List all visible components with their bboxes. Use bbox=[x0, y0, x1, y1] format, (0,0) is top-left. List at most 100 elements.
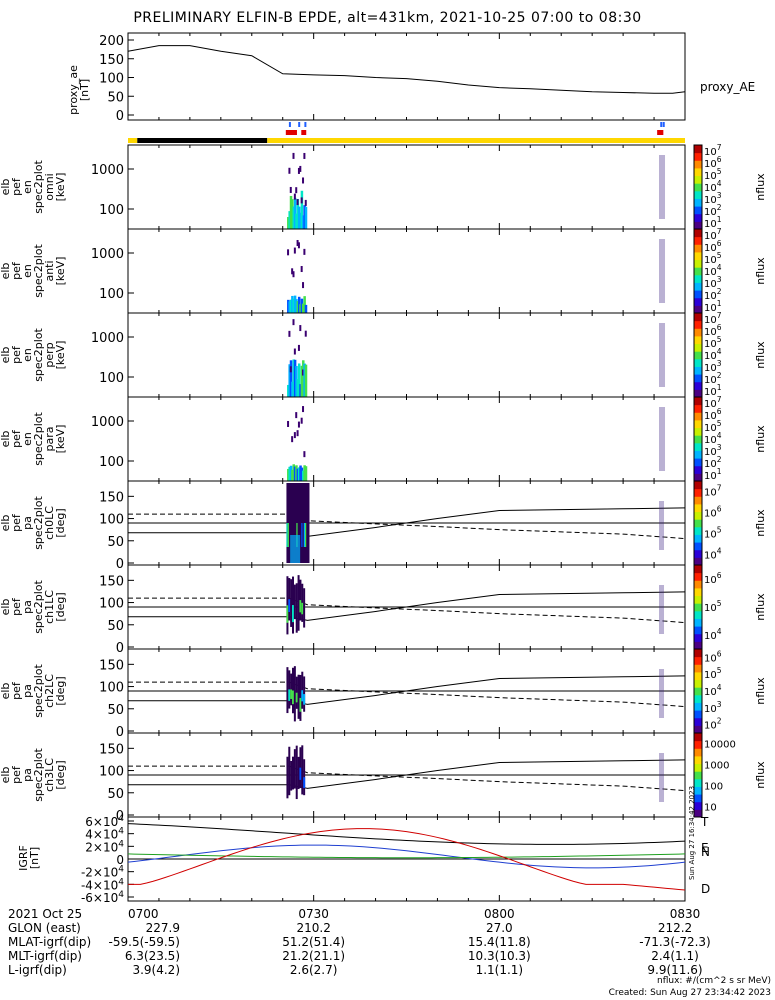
energy-spec-0-cell bbox=[302, 177, 305, 184]
footer-time-tick: 0800 bbox=[484, 907, 515, 921]
pitch-spec-1-cell bbox=[295, 583, 298, 633]
energy-spec-3-colorbar-tick: 104 bbox=[704, 431, 722, 446]
pitch-spec-3-ytick-label: 100 bbox=[99, 765, 124, 780]
energy-spec-0-colorbar-seg bbox=[694, 145, 702, 154]
energy-spec-3-cell bbox=[288, 466, 291, 481]
energy-spec-3-cell bbox=[289, 465, 293, 481]
igrf-ytick-label: 0 bbox=[116, 853, 124, 867]
pitch-spec-1-cell bbox=[297, 575, 300, 631]
pitch-spec-3-colorbar-label: nflux bbox=[754, 761, 767, 789]
footer-row-value: -59.5(-59.5) bbox=[108, 935, 180, 949]
pitch-spec-0-colorbar-seg bbox=[694, 488, 702, 497]
energy-spec-2-colorbar-seg bbox=[694, 351, 702, 360]
energy-spec-3-colorbar-label-text: nflux bbox=[754, 425, 767, 453]
chart-title: PRELIMINARY ELFIN-B EPDE, alt=431km, 202… bbox=[133, 10, 642, 26]
pitch-spec-2-colorbar-seg bbox=[694, 694, 702, 703]
energy-spec-0-cell bbox=[659, 155, 666, 219]
side-stamp: Sun Aug 27 16:34:42 2023 bbox=[688, 786, 696, 880]
pitch-spec-3-cell bbox=[290, 760, 293, 791]
energy-spec-0-colorbar-tick: 104 bbox=[704, 179, 722, 194]
energy-spec-3-cell bbox=[299, 465, 302, 481]
energy-spec-3-cell bbox=[302, 406, 305, 413]
energy-spec-1-colorbar-seg bbox=[694, 274, 702, 283]
energy-spec-3-colorbar-seg bbox=[694, 427, 702, 436]
energy-spec-0-ylabel-word: en bbox=[21, 180, 34, 194]
energy-spec-0-cell bbox=[299, 212, 302, 229]
proxy-ae-legend: proxy_AE bbox=[700, 80, 755, 94]
footer-row-value: 10.3(10.3) bbox=[467, 949, 531, 963]
footer-row-value: 2.6(2.7) bbox=[289, 963, 338, 977]
energy-spec-0-cell bbox=[296, 198, 300, 229]
pitch-spec-0-ylabel-word: spec2plot bbox=[32, 496, 45, 550]
pitch-spec-0-cell bbox=[288, 483, 291, 563]
pitch-spec-1-ytick-label: 50 bbox=[107, 619, 124, 634]
pitch-spec-3-ylabel-word: [deg] bbox=[54, 760, 67, 789]
pitch-spec-3-colorbar-seg bbox=[694, 763, 702, 772]
pitch-spec-2-colorbar-label-text: nflux bbox=[754, 677, 767, 705]
energy-spec-2-cell bbox=[303, 363, 306, 397]
pitch-spec-3-cell bbox=[288, 746, 291, 796]
energy-spec-0-cell bbox=[297, 206, 301, 229]
pitch-spec-0-cell bbox=[306, 483, 309, 563]
energy-spec-2-colorbar-seg bbox=[694, 358, 702, 367]
energy-spec-1-colorbar-seg bbox=[694, 282, 702, 291]
status-bar-segment bbox=[137, 138, 268, 143]
status-bar-blue-tick bbox=[298, 122, 301, 127]
footer-row-value: 2.4(1.1) bbox=[651, 949, 699, 963]
pitch-spec-2-cell bbox=[292, 690, 295, 705]
energy-spec-2-cell bbox=[293, 359, 297, 397]
energy-spec-1-ylabel-word: elb bbox=[0, 263, 12, 280]
pitch-spec-3-colorbar-seg bbox=[694, 748, 702, 757]
pitch-spec-0-colorbar-seg bbox=[694, 534, 702, 543]
pitch-spec-1-ylabel-word: spec2plot bbox=[32, 580, 45, 634]
status-bar-blue-tick bbox=[304, 122, 307, 127]
energy-spec-2-ytick-label: 100 bbox=[99, 371, 124, 386]
energy-spec-1-colorbar-label: nflux bbox=[754, 257, 767, 285]
pitch-spec-2-dashed-curve bbox=[128, 681, 686, 708]
energy-spec-2-ylabel-word: pef bbox=[10, 345, 23, 364]
pitch-spec-0-cell bbox=[293, 483, 296, 563]
energy-spec-0-cell bbox=[302, 215, 305, 229]
energy-spec-1-colorbar-seg bbox=[694, 259, 702, 268]
status-bar-segment bbox=[128, 138, 138, 143]
pitch-spec-1-ylabel-word: elb bbox=[0, 599, 12, 616]
pitch-spec-3-colorbar-tick: 100 bbox=[704, 782, 723, 793]
pitch-spec-0-cell bbox=[298, 483, 301, 563]
igrf-ylabel-word: IGRF bbox=[17, 845, 30, 871]
energy-spec-0-colorbar-tick: 105 bbox=[704, 167, 722, 182]
energy-spec-2-cell bbox=[289, 360, 293, 397]
pitch-spec-3-cell bbox=[286, 756, 289, 799]
pitch-spec-1-colorbar-seg bbox=[694, 587, 702, 597]
energy-spec-3-colorbar-seg bbox=[694, 442, 702, 451]
energy-spec-0-cell bbox=[300, 197, 303, 204]
pitch-spec-3-cell bbox=[297, 756, 300, 790]
status-bar-red-mark bbox=[285, 130, 297, 135]
energy-spec-3-colorbar-tick: 107 bbox=[704, 395, 722, 410]
status-bar-blue-tick bbox=[660, 122, 663, 127]
energy-spec-1-colorbar-label-text: nflux bbox=[754, 257, 767, 285]
pitch-spec-2-colorbar-seg bbox=[694, 702, 702, 711]
footer-row-value: 227.9 bbox=[145, 921, 180, 935]
energy-spec-3-cell bbox=[659, 407, 666, 471]
proxy-ae-ylabel-word: [nT] bbox=[78, 79, 91, 101]
pitch-spec-1-ytick-label: 0 bbox=[116, 641, 124, 656]
energy-spec-3-ylabel-word: en bbox=[21, 432, 34, 446]
pitch-spec-0-cell bbox=[305, 523, 308, 547]
energy-spec-0-ylabel-word: pef bbox=[10, 177, 23, 196]
energy-spec-3-ytick-label: 1000 bbox=[91, 415, 124, 430]
energy-spec-1-cell bbox=[288, 301, 291, 313]
pitch-spec-3-ylabel-word: spec2plot bbox=[32, 748, 45, 802]
pitch-spec-3-colorbar-seg bbox=[694, 771, 702, 780]
pitch-spec-2-cell bbox=[297, 674, 300, 719]
pitch-spec-2-cell bbox=[295, 676, 298, 709]
energy-spec-1-colorbar-tick: 106 bbox=[704, 239, 722, 254]
pitch-spec-1-cell bbox=[301, 602, 304, 615]
footer-row-value: 9.9(11.6) bbox=[647, 963, 703, 977]
energy-spec-2-cell bbox=[289, 366, 292, 373]
energy-spec-1-cell bbox=[293, 247, 296, 254]
side-stamp-text: Sun Aug 27 16:34:42 2023 bbox=[688, 786, 696, 880]
pitch-spec-2-cell bbox=[288, 689, 291, 701]
